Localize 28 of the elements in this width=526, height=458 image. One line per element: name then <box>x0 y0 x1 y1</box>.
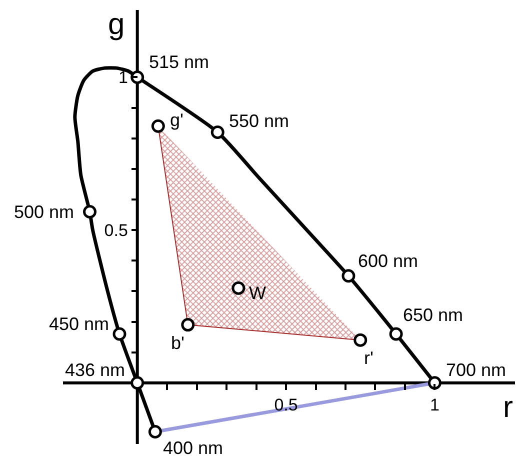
point <box>428 376 442 390</box>
point <box>130 70 144 84</box>
point <box>354 333 368 347</box>
annotation: r' <box>364 348 374 368</box>
annotation: b' <box>171 333 184 353</box>
annotation: 436 nm <box>65 360 126 380</box>
point <box>181 318 195 332</box>
annotation: 600 nm <box>358 251 418 271</box>
point <box>112 327 126 341</box>
x-axis-title: r <box>503 391 513 424</box>
y-axis-title: g <box>108 8 125 41</box>
point <box>148 425 162 439</box>
point <box>151 119 165 133</box>
annotation: 500 nm <box>14 202 74 222</box>
annotation: 700 nm <box>446 360 506 380</box>
annotation: 450 nm <box>49 314 110 334</box>
point <box>389 327 403 341</box>
annotation: 550 nm <box>229 111 290 131</box>
point <box>130 376 144 390</box>
annotation: 650 nm <box>403 305 464 325</box>
point <box>83 204 97 218</box>
point <box>342 269 356 283</box>
point <box>232 281 246 295</box>
annotation: g' <box>170 110 184 130</box>
annotation: W <box>249 283 266 303</box>
annotation: 400 nm <box>163 438 224 458</box>
annotation: 515 nm <box>149 52 210 72</box>
point <box>210 126 224 139</box>
